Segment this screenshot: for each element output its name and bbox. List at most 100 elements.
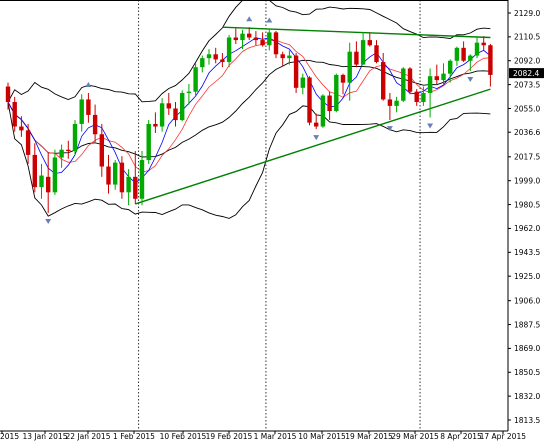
candle — [226, 34, 232, 68]
fractal-arrow-icon — [85, 81, 92, 87]
candle-body — [19, 126, 24, 131]
x-tick-label: 10 Feb 2015 — [160, 432, 207, 441]
candle-body — [340, 74, 346, 83]
candle-body — [59, 149, 64, 158]
candle-body — [180, 92, 185, 121]
candle-body — [327, 95, 332, 112]
candle-body — [387, 99, 393, 106]
trendline — [222, 26, 491, 39]
candle-body — [99, 134, 104, 167]
candle — [280, 51, 285, 66]
current-price-badge: 2082.4 — [509, 68, 544, 79]
y-tick-label: 2092.0 — [514, 57, 540, 66]
candle — [360, 32, 366, 65]
candle — [12, 96, 17, 132]
y-tick-label: 1813.5 — [514, 416, 540, 425]
y-tick-label: 1943.5 — [514, 248, 540, 257]
candle — [206, 49, 212, 65]
candle-body — [374, 45, 379, 63]
y-tick-label: 1999.0 — [514, 177, 540, 186]
candle-body — [334, 74, 339, 112]
candle — [193, 63, 198, 97]
candle — [273, 31, 279, 59]
candle — [19, 116, 24, 137]
candle-body — [488, 45, 493, 75]
candle — [126, 169, 131, 206]
candle — [401, 67, 406, 103]
candle — [448, 59, 453, 83]
candle-body — [481, 42, 486, 46]
candle — [86, 92, 91, 123]
candle-body — [280, 54, 285, 59]
candle-body — [367, 40, 372, 46]
candle-body — [240, 33, 245, 41]
y-tick-label: 1925.0 — [514, 272, 540, 281]
candle — [381, 52, 386, 101]
candle-body — [126, 176, 131, 193]
candle — [260, 32, 265, 47]
y-tick-label: 1869.0 — [514, 344, 540, 353]
candle — [72, 120, 78, 155]
y-axis-ticks: 2129.0 2110.5 2092.0 2073.5 2055.0 2036.6 2017… — [508, 9, 540, 425]
candle-body — [300, 77, 305, 88]
y-tick-label: 1887.5 — [514, 320, 540, 329]
candle — [180, 90, 185, 122]
candle — [367, 32, 372, 47]
fractal-arrow-icon — [45, 218, 52, 224]
candle — [200, 55, 205, 73]
candle — [300, 73, 305, 95]
candle — [354, 41, 359, 68]
candle-body — [314, 122, 319, 127]
candle-body — [401, 68, 406, 101]
candle-body — [233, 37, 238, 41]
candle-body — [213, 54, 218, 60]
candle — [159, 98, 165, 132]
candle-body — [421, 92, 426, 103]
candle — [119, 156, 125, 199]
candle — [474, 36, 480, 59]
candle — [220, 52, 225, 68]
candle — [414, 89, 419, 106]
candle-body — [206, 54, 212, 59]
candle — [307, 76, 312, 126]
candle-body — [166, 103, 171, 109]
y-tick-label: 2110.5 — [514, 33, 540, 42]
candle-body — [133, 176, 138, 199]
candle — [113, 160, 118, 190]
x-tick-label: 10 Mar 2015 — [298, 432, 346, 441]
fractal-arrow-icon — [266, 17, 273, 23]
candle-body — [153, 123, 158, 127]
y-tick-label: 2129.0 — [514, 9, 540, 18]
candle-body — [347, 51, 352, 83]
candle-body — [146, 123, 151, 161]
candle — [374, 40, 379, 64]
candle-body — [381, 62, 386, 100]
candle — [454, 46, 460, 66]
candle-body — [307, 77, 312, 123]
candle-body — [474, 42, 480, 56]
candle — [46, 152, 51, 213]
candle — [247, 27, 252, 41]
candle-body — [287, 55, 292, 59]
y-tick-label: 2017.5 — [514, 153, 540, 162]
candle — [394, 96, 399, 113]
fractal-arrow-icon — [386, 126, 393, 132]
candle — [253, 31, 259, 46]
candle-body — [92, 114, 98, 135]
x-tick-label: 2015 — [0, 432, 19, 441]
candle — [387, 92, 393, 121]
candle — [293, 52, 299, 93]
x-tick-label: 13 Jan 2015 — [23, 432, 68, 441]
candle-body — [173, 108, 178, 121]
y-tick-label: 1962.0 — [514, 224, 540, 233]
candle — [5, 82, 11, 110]
candle — [139, 151, 145, 206]
candle — [146, 120, 151, 164]
candle — [79, 94, 84, 132]
candle-body — [414, 91, 419, 103]
candle — [421, 86, 426, 106]
candle-body — [12, 102, 17, 127]
candle-body — [113, 162, 118, 185]
